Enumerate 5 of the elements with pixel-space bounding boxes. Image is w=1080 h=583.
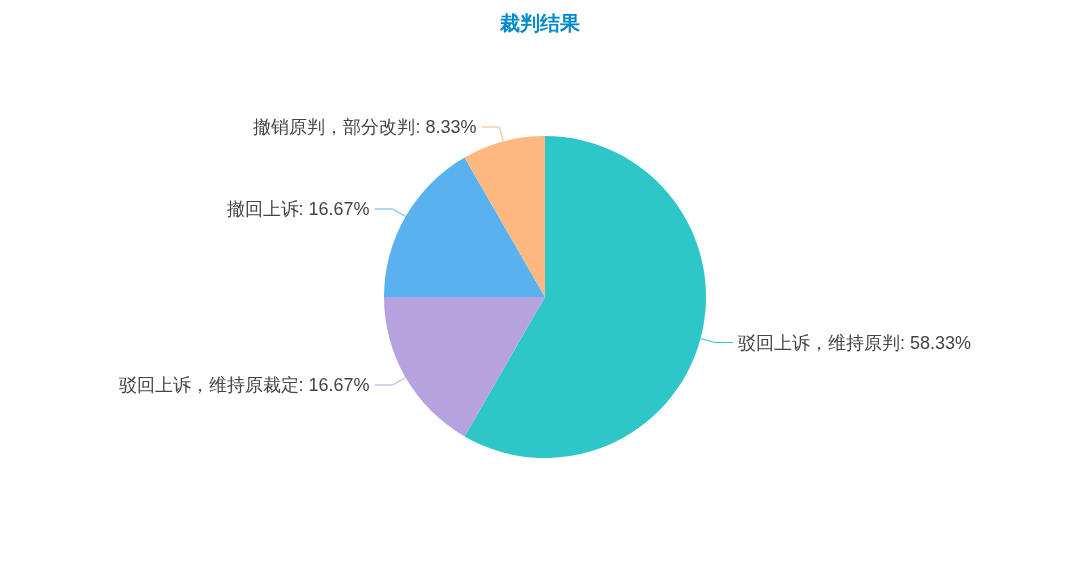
slice-label: 驳回上诉，维持原裁定: 16.67% [118, 375, 370, 396]
slice-label: 驳回上诉，维持原判: 58.33% [738, 332, 972, 353]
chart-title: 裁判结果 [499, 11, 581, 36]
slice-label: 撤回上诉: 16.67% [226, 198, 370, 219]
slice-label: 撤销原判，部分改判: 8.33% [253, 116, 477, 137]
